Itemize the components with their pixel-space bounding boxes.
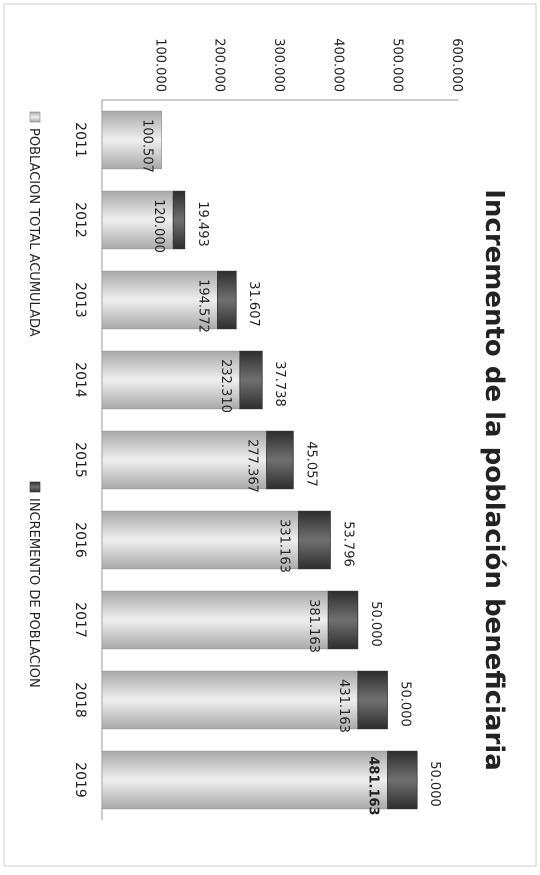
label-increment-2015: 45.057 bbox=[303, 441, 318, 487]
value-tick-label: 300.000 bbox=[271, 38, 286, 92]
bar-total-2018 bbox=[101, 670, 359, 730]
legend-label-increment: INCREMENTO DE POBLACION bbox=[26, 498, 41, 688]
label-total-2011: 100.507 bbox=[140, 119, 155, 173]
label-total-2014: 232.310 bbox=[218, 359, 233, 413]
bar-increment-2012 bbox=[172, 190, 186, 250]
category-label-2018: 2018 bbox=[72, 682, 88, 718]
label-total-2013: 194.572 bbox=[195, 279, 210, 333]
label-total-2012: 120.000 bbox=[151, 199, 166, 253]
plot-area: Incremento de la población beneficiaria … bbox=[26, 38, 509, 820]
category-label-2014: 2014 bbox=[72, 362, 88, 398]
label-total-2015: 277.367 bbox=[245, 439, 260, 493]
category-label-2012: 2012 bbox=[72, 202, 88, 238]
bar-increment-2018 bbox=[357, 670, 388, 730]
label-increment-2013: 31.607 bbox=[246, 281, 261, 327]
legend-label-total: POBLACION TOTAL ACUMULADA bbox=[26, 128, 41, 337]
value-tick-label: 100.000 bbox=[152, 38, 167, 92]
category-label-2017: 2017 bbox=[72, 602, 88, 638]
category-label-2019: 2019 bbox=[72, 762, 88, 798]
category-label-2016: 2016 bbox=[72, 522, 88, 558]
category-label-2011: 2011 bbox=[72, 122, 88, 158]
legend-swatch-total bbox=[29, 111, 41, 123]
bar-increment-2014 bbox=[239, 350, 263, 410]
label-increment-2018: 50.000 bbox=[397, 681, 412, 727]
value-tick-label: 600.000 bbox=[449, 38, 464, 92]
value-tick-label: 500.000 bbox=[390, 38, 405, 92]
label-total-2016: 331.163 bbox=[276, 519, 291, 573]
label-increment-2016: 53.796 bbox=[340, 521, 355, 567]
category-label-2015: 2015 bbox=[72, 442, 88, 478]
bar-increment-2016 bbox=[298, 510, 331, 570]
bars-group bbox=[101, 110, 418, 810]
bar-increment-2019 bbox=[387, 750, 418, 810]
bar-increment-2013 bbox=[217, 270, 237, 330]
value-tick-label: 400.000 bbox=[330, 38, 345, 92]
label-increment-2017: 50.000 bbox=[368, 601, 383, 647]
label-increment-2012: 19.493 bbox=[195, 201, 210, 247]
label-increment-2014: 37.738 bbox=[272, 361, 287, 407]
bar-increment-2017 bbox=[327, 590, 359, 650]
label-increment-2019: 50.000 bbox=[427, 761, 442, 807]
bar-total-2015 bbox=[101, 430, 267, 490]
bar-total-2016 bbox=[101, 510, 299, 570]
chart-title: Incremento de la población beneficiaria bbox=[479, 189, 509, 771]
bar-total-2019 bbox=[101, 750, 388, 810]
label-total-2019: 481.163 bbox=[365, 756, 380, 815]
legend: POBLACION TOTAL ACUMULADA INCREMENTO DE P… bbox=[26, 111, 41, 688]
value-tick-label: 200.000 bbox=[212, 38, 227, 92]
bar-total-2017 bbox=[101, 590, 329, 650]
bar-increment-2015 bbox=[266, 430, 294, 490]
bar-total-2011 bbox=[101, 110, 163, 170]
category-label-2013: 2013 bbox=[72, 282, 88, 318]
category-axis: 2011 2012 2013 2014 2015 2016 2017 2018 2019 bbox=[72, 122, 88, 798]
bar-labels-group: 100.507 19.493 120.000 31.607 194.572 37.738 2… bbox=[140, 119, 443, 815]
label-total-2017: 381.163 bbox=[306, 599, 321, 653]
legend-swatch-increment bbox=[29, 481, 41, 493]
label-total-2018: 431.163 bbox=[336, 679, 351, 733]
